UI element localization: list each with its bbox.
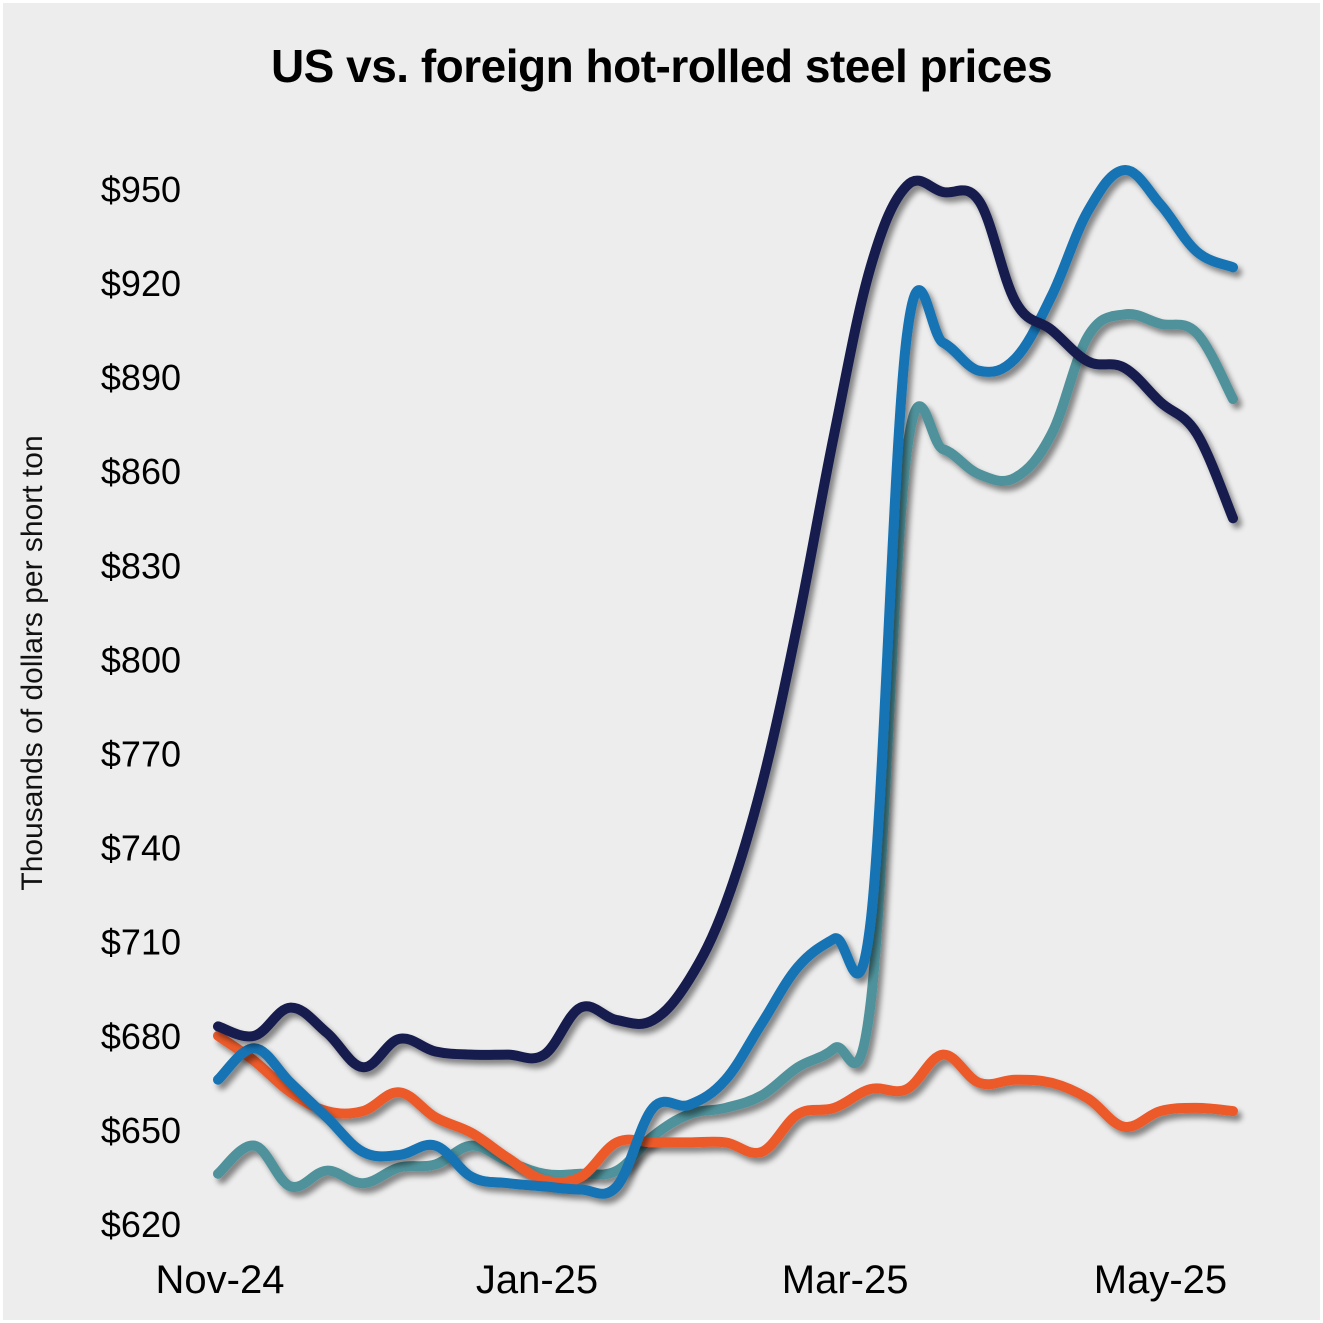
series-line-1: [213, 175, 1238, 1073]
chart-title: US vs. foreign hot-rolled steel prices: [270, 40, 1053, 92]
series-line-4: [213, 1030, 1238, 1188]
series-lines: [213, 165, 1238, 1199]
y-tick-label: $950: [101, 169, 181, 210]
y-tick-label: $860: [101, 451, 181, 492]
x-tick-label: Mar-25: [782, 1258, 909, 1302]
y-tick-label: $620: [101, 1204, 181, 1245]
y-tick-label: $920: [101, 263, 181, 304]
y-axis-ticks: $620 $650 $680 $710 $740 $770 $800 $830 $860 $890…: [101, 169, 181, 1245]
x-tick-label: May-25: [1094, 1258, 1227, 1302]
y-tick-label: $800: [101, 639, 181, 680]
y-tick-label: $710: [101, 922, 181, 963]
x-tick-label: Jan-25: [476, 1258, 598, 1302]
y-tick-label: $830: [101, 545, 181, 586]
y-tick-label: $680: [101, 1016, 181, 1057]
x-axis-ticks: Nov-24 Jan-25 Mar-25 May-25: [156, 1258, 1228, 1302]
series-line-2: [213, 165, 1238, 1199]
y-tick-label: $770: [101, 734, 181, 775]
series-line-3: [213, 309, 1238, 1192]
y-tick-label: $650: [101, 1110, 181, 1151]
chart-plot: $620 $650 $680 $710 $740 $770 $800 $830 $860 $890…: [101, 165, 1238, 1302]
y-tick-label: $890: [101, 357, 181, 398]
y-tick-label: $740: [101, 828, 181, 869]
x-tick-label: Nov-24: [156, 1258, 285, 1302]
